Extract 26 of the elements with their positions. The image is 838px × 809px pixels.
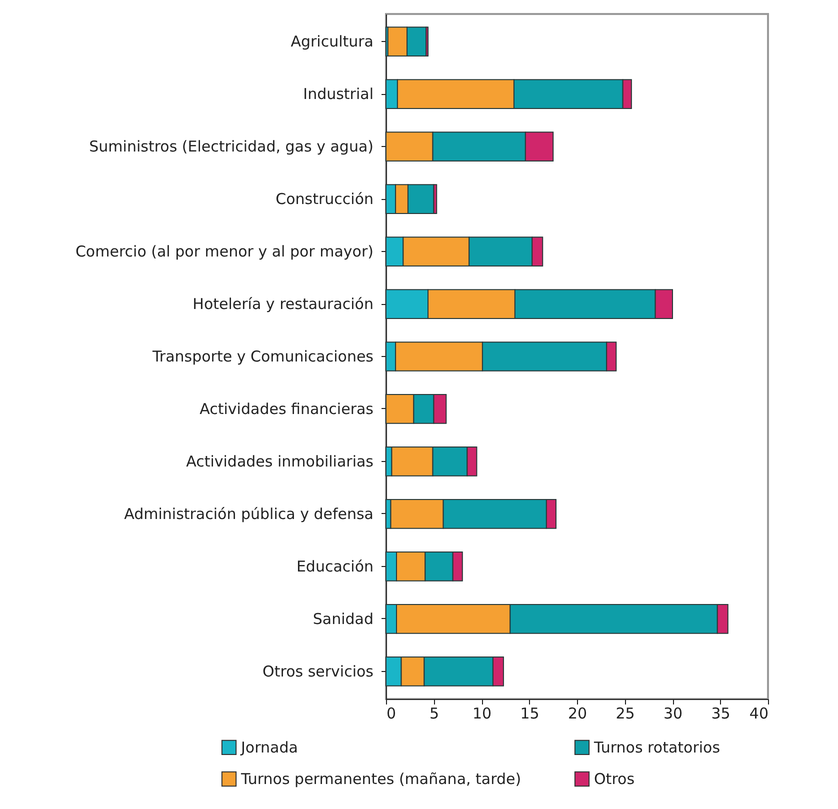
x-tick-label: 5: [429, 704, 440, 722]
y-tick-label: Sanidad: [312, 610, 374, 628]
x-tick-label: 35: [711, 704, 730, 722]
y-tick-label: Agricultura: [290, 32, 374, 51]
y-tick-label: Transporte y Comunicaciones: [151, 348, 374, 366]
y-tick-label: Hotelería y restauración: [192, 295, 374, 314]
x-tick-label: 10: [472, 704, 492, 722]
x-tick-label: 20: [568, 704, 588, 722]
y-tick-label: Industrial: [303, 85, 374, 104]
legend-label: Otros: [594, 770, 635, 788]
y-tick-label: Suministros (Electricidad, gas y agua): [89, 138, 374, 156]
x-tick-label: 15: [520, 704, 540, 722]
x-tick-label: 25: [616, 704, 635, 722]
y-tick-label: Educación: [296, 557, 374, 576]
x-tick-label: 40: [749, 704, 768, 722]
y-tick-label: Construcción: [276, 190, 374, 208]
y-tick-label: Administración pública y defensa: [124, 504, 374, 523]
y-tick-label: Actividades financieras: [200, 400, 374, 418]
y-tick-label: Comercio (al por menor y al por mayor): [75, 242, 374, 261]
legend-label: Jornada: [240, 738, 298, 756]
y-tick-label: Actividades inmobiliarias: [186, 452, 374, 470]
legend-label: Turnos rotatorios: [593, 738, 720, 756]
x-tick-label: 0: [386, 704, 396, 722]
legend-label: Turnos permanentes (mañana, tarde): [240, 770, 522, 788]
y-tick-label: Otros servicios: [262, 662, 374, 680]
x-tick-label: 30: [663, 704, 683, 722]
